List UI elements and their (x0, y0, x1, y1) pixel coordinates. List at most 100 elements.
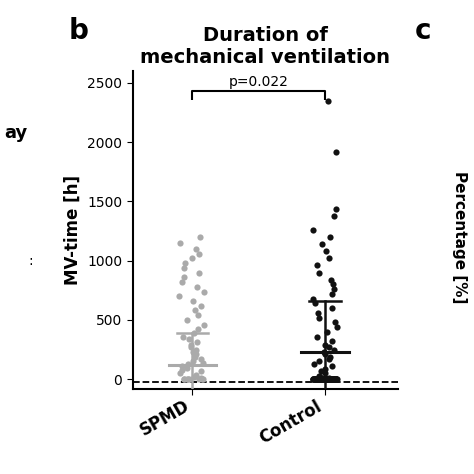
Point (315, 375, 322, 383)
Point (182, 259, 189, 267)
Point (313, 262, 321, 269)
Point (323, 328, 330, 336)
Point (199, 375, 207, 383)
Point (190, 373, 198, 381)
Text: b: b (69, 17, 89, 45)
Point (331, 319, 338, 326)
Point (196, 269, 203, 276)
Point (193, 283, 201, 291)
Point (189, 255, 196, 262)
Point (329, 375, 337, 383)
Point (176, 239, 183, 246)
Point (315, 269, 323, 276)
Point (191, 353, 199, 361)
Point (311, 375, 319, 383)
Point (327, 375, 334, 383)
Point (194, 326, 202, 333)
Point (185, 335, 193, 343)
Point (311, 375, 319, 383)
Point (309, 295, 317, 302)
Point (324, 375, 331, 383)
Point (321, 365, 328, 373)
Point (320, 348, 328, 356)
Point (328, 304, 336, 312)
Text: :: : (28, 254, 33, 268)
Point (330, 375, 337, 383)
Point (329, 375, 337, 383)
Point (316, 375, 323, 383)
Point (317, 375, 325, 383)
Point (200, 359, 207, 366)
Point (319, 375, 326, 383)
Point (323, 375, 330, 383)
Point (326, 255, 333, 262)
Point (313, 333, 320, 340)
Point (332, 205, 339, 212)
Point (315, 372, 323, 379)
Point (177, 370, 184, 377)
Point (312, 375, 320, 383)
Point (195, 250, 203, 257)
Point (312, 375, 320, 383)
Point (327, 233, 334, 241)
Point (310, 375, 317, 383)
Point (325, 343, 332, 351)
Point (318, 240, 326, 248)
Point (332, 375, 339, 383)
Point (178, 366, 186, 374)
Title: Duration of
mechanical ventilation: Duration of mechanical ventilation (140, 26, 391, 67)
Point (185, 375, 192, 383)
Point (324, 97, 331, 104)
Text: c: c (415, 17, 431, 45)
Point (326, 353, 334, 361)
Point (330, 375, 338, 383)
Point (324, 375, 331, 383)
Point (190, 329, 197, 337)
Point (184, 361, 191, 368)
Point (321, 351, 329, 358)
Point (325, 375, 332, 383)
Point (324, 375, 331, 383)
Point (183, 316, 191, 324)
Point (322, 375, 329, 383)
Point (326, 375, 333, 383)
Point (310, 360, 318, 368)
Point (333, 375, 341, 383)
Text: ay: ay (5, 124, 28, 142)
Point (317, 375, 324, 383)
Point (315, 357, 323, 365)
Point (330, 212, 337, 219)
Point (187, 343, 194, 351)
Point (183, 375, 191, 383)
Point (197, 368, 205, 375)
Text: Percentage [%]: Percentage [%] (452, 171, 467, 303)
Point (320, 375, 328, 383)
Point (197, 356, 204, 363)
Point (179, 333, 187, 340)
Point (316, 374, 324, 381)
Point (328, 337, 336, 345)
Point (200, 321, 207, 328)
Point (183, 364, 191, 372)
Point (328, 375, 336, 383)
Point (325, 356, 333, 363)
Point (332, 375, 339, 383)
Point (175, 292, 183, 300)
Point (322, 375, 329, 383)
Point (192, 245, 200, 253)
Point (318, 375, 326, 383)
Point (319, 375, 327, 383)
Point (328, 362, 336, 370)
Point (328, 375, 335, 383)
Point (189, 357, 197, 365)
Point (331, 285, 338, 293)
Point (189, 348, 197, 356)
Point (189, 297, 197, 305)
Point (324, 375, 331, 383)
Point (317, 367, 324, 374)
Point (309, 226, 317, 234)
Point (332, 148, 339, 155)
Point (311, 300, 319, 307)
Point (192, 371, 200, 379)
Point (315, 314, 322, 321)
